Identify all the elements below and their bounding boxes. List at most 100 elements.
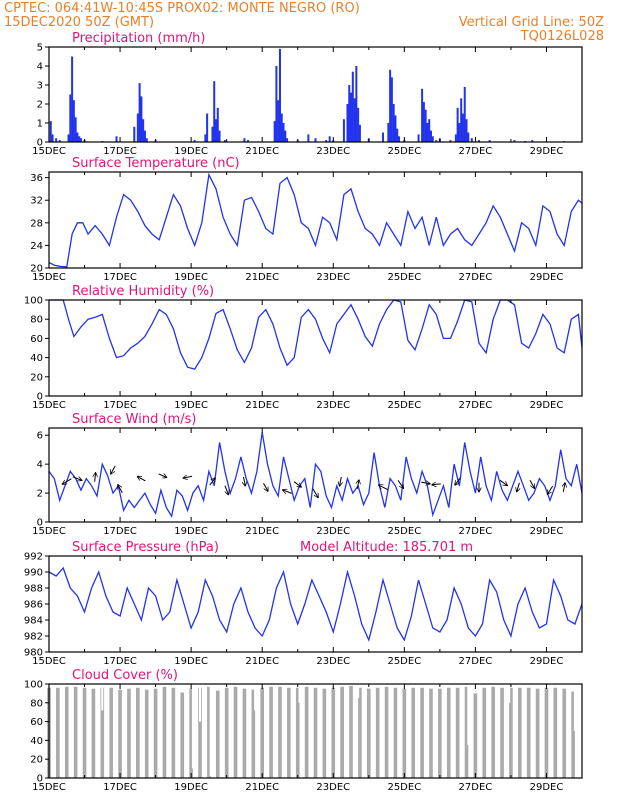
pressure-ytick-label: 982 (24, 632, 43, 643)
cloud-cover-bar (233, 686, 238, 778)
precipitation-bar (76, 132, 79, 142)
precipitation-bar (392, 104, 395, 142)
cloud-cover-bar (544, 687, 549, 778)
pressure-ytick-label: 984 (24, 616, 43, 627)
wind-arrow (529, 480, 535, 488)
pressure-xtick-label: 29DEC (530, 656, 564, 667)
wind-xtick-label: 25DEC (387, 526, 421, 537)
cloud-cover-bar (331, 687, 336, 778)
pressure-title: Surface Pressure (hPa) (72, 540, 219, 555)
temperature-ytick-label: 36 (30, 173, 43, 184)
wind-ytick-label: 0 (37, 518, 43, 529)
precipitation-bar (350, 92, 353, 142)
wind-xtick-label: 17DEC (103, 526, 137, 537)
humidity-ytick-label: 40 (30, 353, 43, 364)
cloud-cover-xtick-label: 27DEC (459, 782, 493, 793)
precipitation-bar (417, 134, 420, 142)
cloud-cover-bar (198, 687, 202, 778)
wind-title: Surface Wind (m/s) (72, 412, 196, 427)
cloud-cover-bar (189, 688, 193, 778)
cloud-cover-bar (64, 686, 69, 778)
precipitation-bar (351, 71, 354, 142)
wind-xtick-label: 23DEC (316, 526, 350, 537)
cloud-cover-bar (349, 685, 353, 778)
wind-arrow (72, 476, 82, 481)
precipitation-bar (216, 107, 219, 142)
precipitation-xtick-label: 19DEC (174, 146, 208, 157)
cloud-cover-dip (101, 684, 104, 711)
wind-ytick-label: 2 (37, 489, 43, 500)
cloud-cover-xtick-label: 25DEC (387, 782, 421, 793)
cloud-cover-dip (298, 684, 301, 703)
precipitation-bar (355, 66, 358, 142)
cloud-cover-bar (455, 687, 460, 778)
precipitation-xtick-label: 21DEC (245, 146, 279, 157)
cloud-cover-dip (573, 684, 576, 731)
wind-xtick-label: 15DEC (32, 526, 66, 537)
precipitation-bar (78, 136, 81, 142)
precipitation-bar (342, 119, 345, 142)
cloud-cover-bar (269, 686, 273, 778)
cloud-cover-bar (535, 688, 540, 778)
cloud-cover-bar (411, 687, 416, 778)
temperature-xtick-label: 23DEC (316, 272, 350, 283)
cloud-cover-bar (144, 689, 149, 778)
cloud-cover-bar (180, 692, 185, 778)
precipitation-bar (280, 113, 283, 142)
cloud-cover-bar (384, 686, 389, 778)
wind-ytick-label: 6 (37, 431, 43, 442)
wind-xtick-label: 19DEC (174, 526, 208, 537)
precipitation-bar (223, 140, 226, 142)
temperature-xtick-label: 27DEC (459, 272, 493, 283)
cloud-cover-bar (118, 689, 122, 778)
precipitation-bar (193, 140, 196, 142)
cloud-cover-ytick-label: 80 (30, 698, 43, 709)
cloud-cover-bar (571, 691, 575, 778)
cloud-cover-dip (175, 684, 178, 722)
cloud-cover-xtick-label: 15DEC (32, 782, 66, 793)
precipitation-bar (314, 138, 317, 142)
precipitation-bar (286, 138, 289, 142)
cloud-cover-bar (464, 686, 469, 778)
humidity-ytick-label: 0 (37, 392, 43, 403)
cloud-cover-bar (562, 688, 567, 778)
cloud-cover-dip (357, 684, 360, 699)
cloud-cover-dip (254, 684, 257, 711)
wind-arrow (563, 483, 565, 492)
pressure-frame (48, 555, 583, 653)
wind-ytick-label: 4 (37, 460, 43, 471)
precipitation-bar (51, 134, 54, 142)
pressure-annotation: Model Altitude: 185.701 m (300, 540, 473, 555)
wind-arrow (340, 476, 342, 486)
wind-line (48, 432, 583, 518)
cloud-cover-bar (162, 686, 167, 778)
precipitation-bar (278, 48, 281, 142)
precipitation-bar (449, 140, 452, 142)
temperature-xtick-label: 15DEC (32, 272, 66, 283)
pressure-ytick-label: 992 (24, 552, 43, 563)
precipitation-bar (325, 140, 328, 142)
header-model-code: TQ0126L028 (520, 29, 604, 44)
precipitation-ytick-label: 5 (37, 43, 43, 54)
precipitation-bar (390, 77, 393, 142)
cloud-cover-bar (91, 688, 96, 778)
humidity-frame (48, 299, 583, 397)
wind-arrow (547, 485, 554, 494)
cloud-cover-xtick-label: 29DEC (530, 782, 564, 793)
wind-arrow (224, 485, 229, 495)
wind-arrow (357, 480, 359, 489)
wind-arrow (379, 485, 388, 490)
cloud-cover-bar (260, 687, 264, 778)
cloud-cover-bar (100, 687, 105, 778)
wind-frame (48, 427, 583, 523)
cloud-cover-ytick-label: 60 (30, 717, 43, 728)
temperature-xtick-label: 25DEC (387, 272, 421, 283)
precipitation-bar (488, 140, 491, 142)
precipitation-bar (428, 119, 431, 142)
header-station: CPTEC: 064:41W-10:45S PROX02: MONTE NEGR… (4, 1, 360, 16)
precipitation-bar (215, 119, 218, 142)
precipitation-bar (145, 138, 148, 142)
precipitation-panel: Precipitation (mm/h) 0 1 2 3 4 5 15DEC 17DEC 19DE… (32, 31, 583, 157)
cloud-cover-bar (429, 688, 433, 778)
wind-arrow (312, 488, 318, 498)
